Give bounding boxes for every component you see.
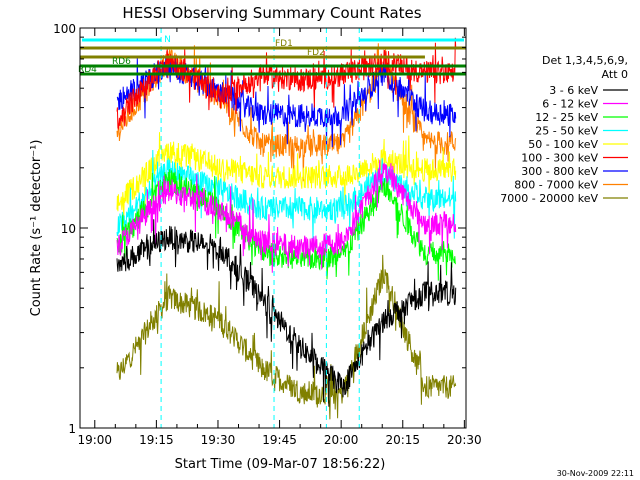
series-line-2 xyxy=(116,159,457,273)
flag-label-rd6: RD6 xyxy=(112,57,131,67)
legend-label: 6 - 12 keV xyxy=(542,98,598,111)
legend-label: 7000 - 20000 keV xyxy=(500,192,598,205)
series-line-1 xyxy=(116,219,457,407)
x-axis-label: Start Time (09-Mar-07 18:56:22) xyxy=(175,457,386,472)
x-tick-label: 19:45 xyxy=(262,433,297,447)
x-tick-label: 20:00 xyxy=(324,433,359,447)
y-tick-label: 1 xyxy=(68,422,76,436)
chart-title: HESSI Observing Summary Count Rates xyxy=(122,4,421,22)
x-tick-label: 19:15 xyxy=(139,433,174,447)
legend-label: 100 - 300 keV xyxy=(521,152,598,165)
series-line-5 xyxy=(116,132,457,224)
x-tick-label: 20:30 xyxy=(447,433,482,447)
legend-label: 25 - 50 keV xyxy=(535,125,598,138)
legend-header-line-1: Det 1,3,4,5,6,9, xyxy=(542,54,628,67)
flag-label-fd2: FD2 xyxy=(307,48,325,58)
x-tick-label: 19:30 xyxy=(201,433,236,447)
series-line-9 xyxy=(116,254,457,420)
footer-date: 30-Nov-2009 22:11 xyxy=(557,469,634,478)
x-tick-label: 20:15 xyxy=(385,433,420,447)
legend-label: 12 - 25 keV xyxy=(535,111,598,124)
series-line-3 xyxy=(116,169,456,281)
y-tick-label: 10 xyxy=(61,222,76,236)
flag-label-rd4: RD4 xyxy=(78,65,97,75)
y-tick-label: 100 xyxy=(53,22,76,36)
y-axis-label: Count Rate (s⁻¹ detector⁻¹) xyxy=(29,140,44,317)
flag-label-fd1: FD1 xyxy=(275,39,293,49)
legend-header-line-2: Att 0 xyxy=(602,68,628,81)
legend-label: 3 - 6 keV xyxy=(549,84,598,97)
legend-label: 800 - 7000 keV xyxy=(514,179,598,192)
legend-label: 50 - 100 keV xyxy=(528,138,598,151)
series-line-7 xyxy=(116,55,457,148)
night-label: N xyxy=(164,35,171,45)
legend-label: 300 - 800 keV xyxy=(521,165,598,178)
x-tick-label: 19:00 xyxy=(77,433,112,447)
